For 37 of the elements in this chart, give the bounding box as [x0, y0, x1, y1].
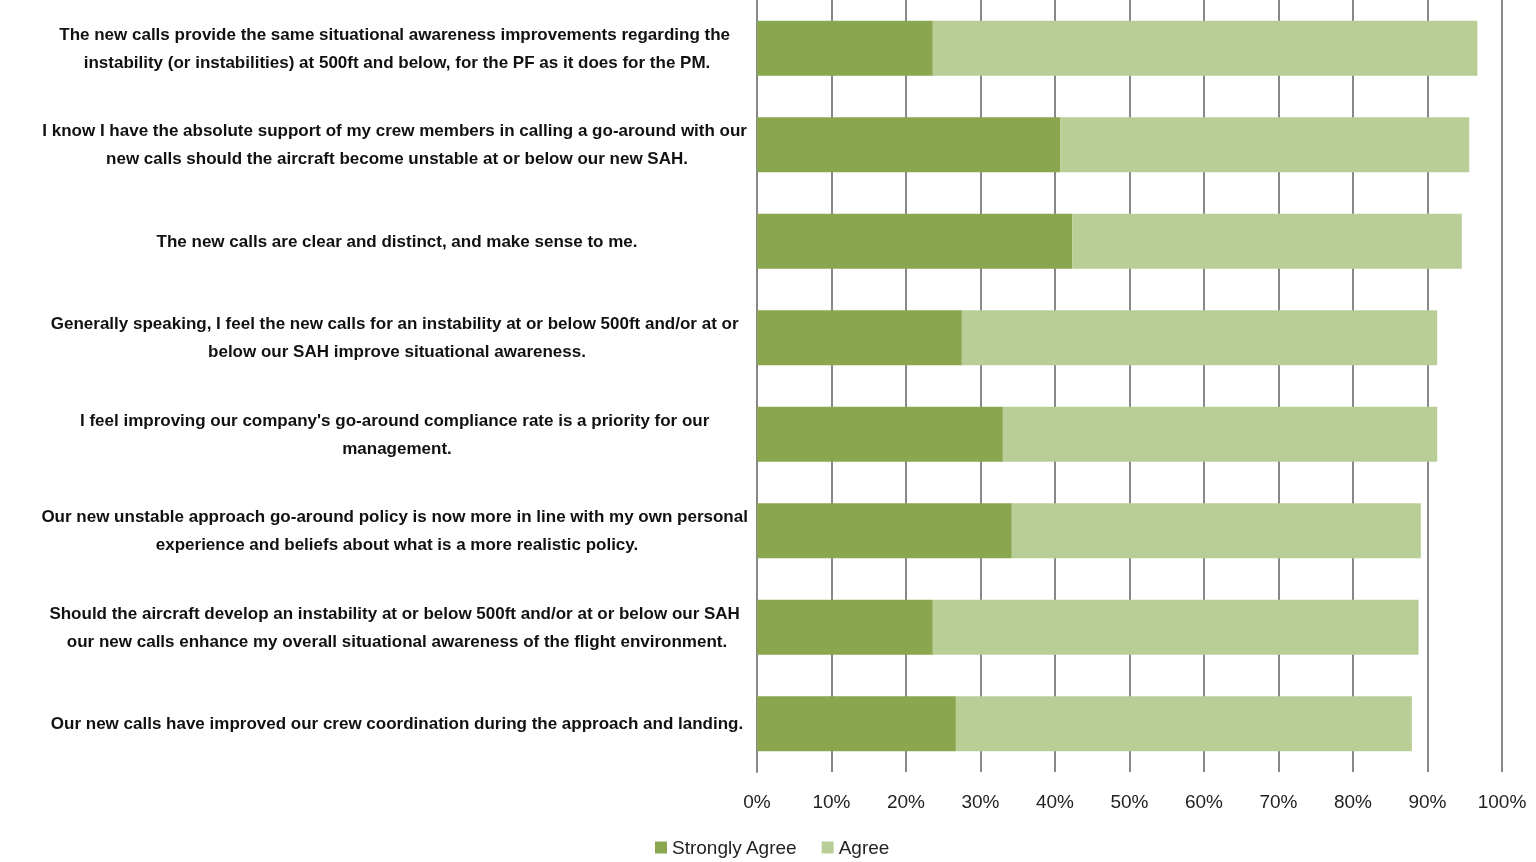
bar: [757, 503, 1012, 559]
bar: [757, 696, 956, 752]
bar: [757, 310, 962, 366]
x-tick-label: 100%: [1477, 791, 1527, 812]
bar: [757, 20, 933, 76]
x-tick-label: 70%: [1259, 791, 1298, 812]
bar: [1011, 503, 1421, 559]
y-tick-label: Generally speaking, I feel the new calls for an instability at or below 500ft and/or at or below our SAH improve situational awareness.: [50, 314, 744, 362]
bar: [961, 310, 1438, 366]
x-tick-label: 10%: [812, 791, 851, 812]
bar: [1060, 117, 1470, 173]
bar: [757, 599, 933, 655]
bar: [757, 406, 1003, 462]
bar: [1002, 406, 1438, 462]
bar: [1072, 213, 1462, 269]
legend-label: Agree: [838, 837, 890, 858]
y-tick-label: Our new unstable approach go-around policy is now more in line with my own personal experience and beliefs about what is a more realistic policy.: [41, 507, 753, 555]
x-tick-label: 50%: [1110, 791, 1149, 812]
legend-label: Strongly Agree: [672, 837, 797, 858]
bar: [932, 20, 1478, 76]
y-tick-label: The new calls provide the same situational awareness improvements regarding the instability (or instabilities) at 500ft and below, for the PF as it does for the PM.: [59, 24, 735, 72]
x-tick-label: 90%: [1408, 791, 1447, 812]
x-tick-label: 40%: [1035, 791, 1075, 812]
bar: [932, 599, 1419, 655]
y-tick-label: Should the aircraft develop an instability at or below 500ft and/or at or below our SAH our new calls enhance my overall situational awareness of the flight environment.: [49, 603, 745, 651]
x-tick-label: 60%: [1184, 791, 1224, 812]
x-tick-label: 20%: [886, 791, 926, 812]
x-tick-label: 30%: [961, 791, 1000, 812]
y-tick-label: I feel improving our company's go-around compliance rate is a priority for our management.: [79, 410, 715, 458]
bar: [757, 213, 1073, 269]
bar: [757, 117, 1061, 173]
x-tick-label: 80%: [1333, 791, 1373, 812]
y-tick-label: Our new calls have improved our crew coordination during the approach and landing.: [50, 714, 744, 734]
y-tick-label: The new calls are clear and distinct, and make sense to me.: [156, 231, 638, 251]
bar: [955, 696, 1412, 752]
y-tick-label: I know I have the absolute support of my crew members in calling a go-around with our new calls should the aircraft become unstable at or below our new SAH.: [42, 121, 752, 169]
x-tick-label: 0%: [743, 791, 771, 812]
